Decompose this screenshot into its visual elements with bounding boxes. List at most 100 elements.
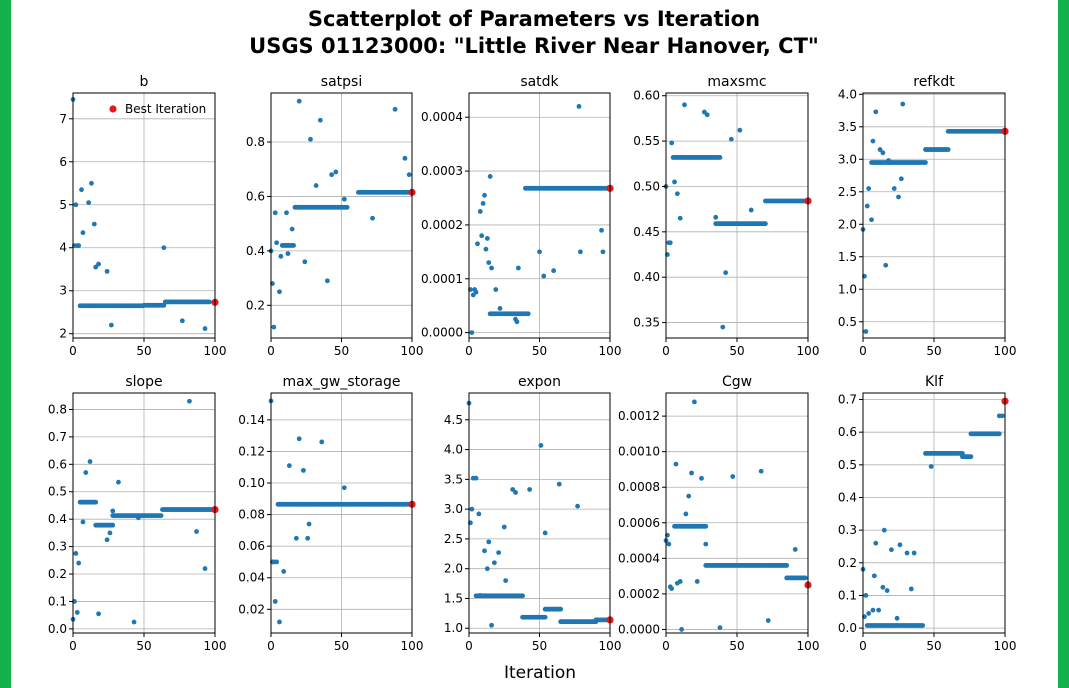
data-point — [89, 180, 94, 186]
legend-marker — [109, 105, 117, 113]
data-point — [884, 588, 890, 593]
y-tick-label: 0.6 — [48, 457, 67, 471]
data-point — [73, 551, 79, 556]
data-point — [406, 172, 412, 178]
y-tick-label: 0.2 — [246, 298, 265, 312]
y-tick-label: 4.5 — [444, 413, 463, 427]
data-point — [487, 174, 493, 179]
data-point — [341, 196, 347, 202]
data-point — [713, 214, 719, 220]
subplot-title: Cgw — [722, 374, 752, 390]
data-point — [510, 487, 516, 492]
data-point — [897, 542, 903, 548]
data-point — [538, 443, 544, 448]
data-point — [669, 586, 675, 591]
data-point — [202, 326, 208, 331]
data-point — [928, 464, 934, 469]
y-tick-label: 0.4 — [838, 490, 857, 504]
subplot-title: max_gw_storage — [282, 374, 400, 390]
subplot-refkdt: 0 50 100 0.5 1.0 1.5 2.0 2.5 3.0 3.5 4.0 refkdt — [838, 74, 1017, 358]
data-point — [96, 261, 101, 267]
subplot-max-gw-storage: 0 50 100 0.02 0.04 0.06 0.08 0.10 0.12 0.14 max_gw… — [238, 374, 423, 653]
y-tick-label: 0.5 — [838, 315, 857, 329]
x-tick-label: 0 — [465, 344, 473, 358]
data-point — [86, 200, 92, 206]
data-point — [889, 547, 894, 553]
y-tick-label: 3.5 — [444, 472, 463, 486]
data-point — [469, 330, 475, 336]
x-tick-label: 100 — [599, 639, 622, 653]
data-point — [293, 535, 299, 541]
data-point — [677, 579, 683, 584]
data-point — [483, 246, 489, 252]
y-tick-label: 4.0 — [444, 443, 463, 457]
data-point — [699, 475, 704, 481]
subplot-title: satpsi — [321, 74, 362, 90]
data-point — [480, 200, 486, 206]
x-axis-label: Iteration — [504, 663, 576, 683]
x-tick-label: 100 — [401, 639, 424, 653]
y-tick-label: 0.0004 — [421, 110, 463, 124]
y-tick-label: 0.1 — [838, 588, 857, 602]
y-tick-label: 0.45 — [633, 225, 660, 239]
data-point — [392, 106, 398, 112]
data-point — [866, 186, 872, 191]
data-point — [870, 607, 876, 613]
data-point — [683, 511, 689, 517]
data-point — [305, 535, 311, 541]
data-point — [301, 467, 306, 473]
subplot-title: Klf — [925, 374, 944, 390]
data-point — [763, 221, 768, 227]
data-point — [93, 264, 99, 270]
data-point — [911, 550, 917, 556]
data-point — [880, 584, 886, 590]
data-point — [73, 202, 79, 208]
data-point — [325, 278, 330, 284]
y-tick-label: 0.04 — [238, 571, 265, 585]
x-tick-label: 50 — [532, 639, 547, 653]
y-tick-label: 2.5 — [444, 532, 463, 546]
data-point — [527, 487, 533, 492]
data-point — [402, 155, 408, 161]
data-point — [873, 540, 879, 546]
x-tick-label: 0 — [662, 344, 670, 358]
y-tick-label: 0.7 — [48, 430, 67, 444]
data-point — [476, 511, 482, 517]
subplot-Klf: 0 50 100 0.0 0.1 0.2 0.3 0.4 0.5 0.6 0.7 Klf — [838, 374, 1017, 653]
y-tick-label: 0.2 — [838, 556, 857, 570]
data-point — [274, 240, 280, 246]
data-point — [556, 481, 562, 487]
x-tick-label: 50 — [334, 639, 349, 653]
data-point — [313, 183, 319, 188]
data-point — [682, 102, 687, 108]
data-point — [469, 506, 475, 512]
x-tick-label: 100 — [994, 344, 1017, 358]
data-point — [296, 98, 302, 104]
data-point — [898, 176, 904, 182]
y-tick-label: 2 — [59, 327, 67, 341]
y-tick-label: 0.02 — [238, 602, 265, 616]
data-point — [131, 619, 137, 625]
data-point — [93, 499, 99, 505]
data-point — [272, 210, 278, 216]
data-point — [576, 104, 582, 109]
y-tick-label: 0.0002 — [421, 218, 463, 232]
y-tick-label: 0.14 — [238, 413, 265, 427]
data-point — [76, 560, 82, 566]
data-point — [344, 204, 350, 210]
y-tick-label: 0.5 — [838, 458, 857, 472]
data-point — [923, 160, 928, 165]
y-tick-label: 0.06 — [238, 539, 265, 553]
y-tick-label: 0.0002 — [618, 587, 660, 601]
subplot-satpsi: 0 50 100 0.2 0.4 0.6 0.8 satpsi — [246, 74, 424, 358]
y-tick-label: 0.0 — [48, 622, 67, 636]
data-point — [286, 463, 292, 469]
data-point — [491, 560, 497, 566]
data-point — [489, 265, 494, 271]
y-tick-label: 0.0003 — [421, 164, 463, 178]
data-point — [792, 547, 798, 552]
data-point — [486, 539, 492, 545]
data-point — [945, 147, 951, 152]
data-point — [877, 147, 883, 152]
data-point — [692, 399, 697, 405]
